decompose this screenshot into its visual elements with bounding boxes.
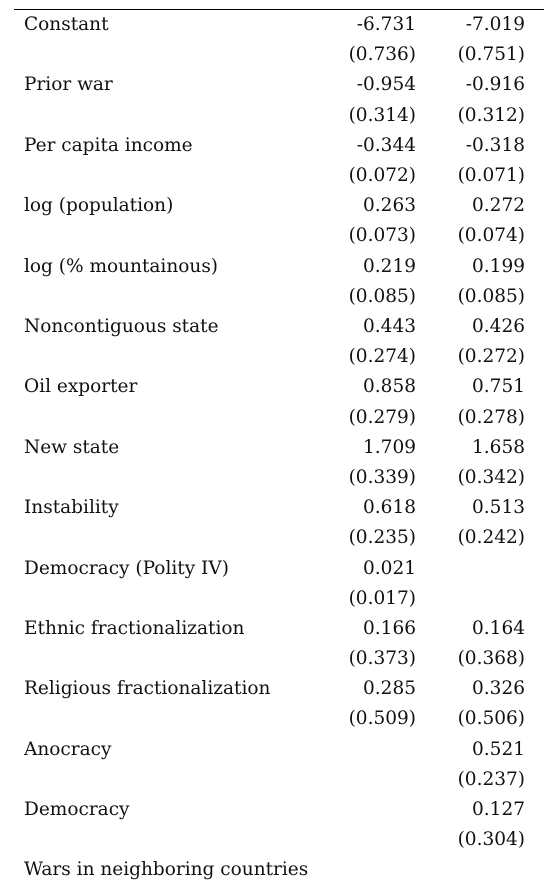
model1-coefficient: 0.021: [363, 557, 416, 579]
model2-coefficient: 0.164: [472, 617, 525, 639]
table-row: Democracy 0.127 (0.304): [0, 795, 544, 855]
model2-standard-error: (0.368): [457, 648, 525, 670]
model2-standard-error: (0.272): [457, 346, 525, 368]
model1-standard-error: (0.085): [348, 285, 416, 307]
model2-coefficient: 1.658: [472, 436, 525, 458]
model2-standard-error: (0.506): [457, 708, 525, 730]
model2-coefficient: 0.513: [472, 497, 525, 519]
model2-standard-error: (0.074): [457, 225, 525, 247]
row-label: Wars in neighboring countries: [24, 859, 309, 881]
model2-coefficient: 0.426: [472, 315, 525, 337]
table-row: Prior war -0.954 (0.314) -0.916 (0.312): [0, 70, 544, 130]
model1-standard-error: (0.073): [348, 225, 416, 247]
model2-standard-error: (0.751): [457, 44, 525, 66]
model1-coefficient: -0.954: [356, 74, 416, 96]
model1-coefficient: 0.263: [363, 195, 416, 217]
table-row: Instability 0.618 (0.235) 0.513 (0.242): [0, 493, 544, 553]
model2-coefficient: -0.318: [465, 134, 525, 156]
table-row: log (% mountainous) 0.219 (0.085) 0.199 …: [0, 252, 544, 312]
model1-coefficient: 0.443: [363, 315, 416, 337]
model1-standard-error: (0.072): [348, 164, 416, 186]
model2-coefficient: 0.751: [472, 376, 525, 398]
row-label: log (population): [24, 195, 174, 217]
model1-standard-error: (0.017): [348, 587, 416, 609]
row-label: Constant: [24, 14, 109, 35]
row-label: Ethnic fractionalization: [24, 617, 245, 639]
model1-standard-error: (0.736): [348, 44, 416, 66]
model1-standard-error: (0.279): [348, 406, 416, 428]
row-label: log (% mountainous): [24, 255, 219, 277]
row-label: Democracy: [24, 799, 130, 821]
model1-coefficient: 0.618: [363, 497, 416, 519]
model2-coefficient: 0.521: [472, 738, 525, 760]
table-row: Constant -6.731 (0.736) -7.019 (0.751): [0, 10, 544, 70]
model1-standard-error: (0.373): [348, 648, 416, 670]
model2-coefficient: -7.019: [465, 14, 525, 35]
model1-standard-error: (0.339): [348, 466, 416, 488]
model1-coefficient: 0.858: [363, 376, 416, 398]
model1-coefficient: 1.709: [363, 436, 416, 458]
model2-coefficient: 0.326: [472, 678, 525, 700]
model1-standard-error: (0.235): [348, 527, 416, 549]
model2-standard-error: (0.237): [457, 768, 525, 790]
model2-standard-error: (0.342): [457, 466, 525, 488]
model2-coefficient: 0.127: [472, 799, 525, 821]
row-label: Prior war: [24, 74, 113, 96]
model1-coefficient: 0.166: [363, 617, 416, 639]
table-row: Oil exporter 0.858 (0.279) 0.751 (0.278): [0, 372, 544, 432]
model1-coefficient: 0.285: [363, 678, 416, 700]
table-top-rule: [14, 9, 544, 10]
table-row: Democracy (Polity IV) 0.021 (0.017): [0, 554, 544, 614]
row-label: Per capita income: [24, 134, 193, 156]
model1-standard-error: (0.314): [348, 104, 416, 126]
model2-coefficient: -0.916: [465, 74, 525, 96]
table-row: Religious fractionalization 0.285 (0.509…: [0, 674, 544, 734]
model2-standard-error: (0.085): [457, 285, 525, 307]
regression-table: Constant -6.731 (0.736) -7.019 (0.751) P…: [0, 10, 544, 895]
model1-standard-error: (0.274): [348, 346, 416, 368]
row-label: Instability: [24, 497, 119, 519]
model2-standard-error: (0.304): [457, 829, 525, 851]
table-row: Noncontiguous state 0.443 (0.274) 0.426 …: [0, 312, 544, 372]
table-row: Per capita income -0.344 (0.072) -0.318 …: [0, 131, 544, 191]
table-row: Ethnic fractionalization 0.166 (0.373) 0…: [0, 614, 544, 674]
model2-standard-error: (0.071): [457, 164, 525, 186]
table-row: New state 1.709 (0.339) 1.658 (0.342): [0, 433, 544, 493]
model2-coefficient: 0.272: [472, 195, 525, 217]
row-label: Religious fractionalization: [24, 678, 271, 700]
model1-coefficient: -6.731: [356, 14, 416, 35]
model1-coefficient: 0.219: [363, 255, 416, 277]
model2-standard-error: (0.312): [457, 104, 525, 126]
model1-standard-error: (0.509): [348, 708, 416, 730]
model2-coefficient: 0.199: [472, 255, 525, 277]
row-label: Anocracy: [24, 738, 112, 760]
table-row: log (population) 0.263 (0.073) 0.272 (0.…: [0, 191, 544, 251]
row-label: Democracy (Polity IV): [24, 557, 229, 579]
table-row: Wars in neighboring countries: [0, 855, 544, 895]
model2-standard-error: (0.278): [457, 406, 525, 428]
model1-coefficient: -0.344: [356, 134, 416, 156]
model2-standard-error: (0.242): [457, 527, 525, 549]
row-label: Noncontiguous state: [24, 315, 219, 337]
table-row: Anocracy 0.521 (0.237): [0, 735, 544, 795]
row-label: Oil exporter: [24, 376, 138, 398]
row-label: New state: [24, 436, 120, 458]
